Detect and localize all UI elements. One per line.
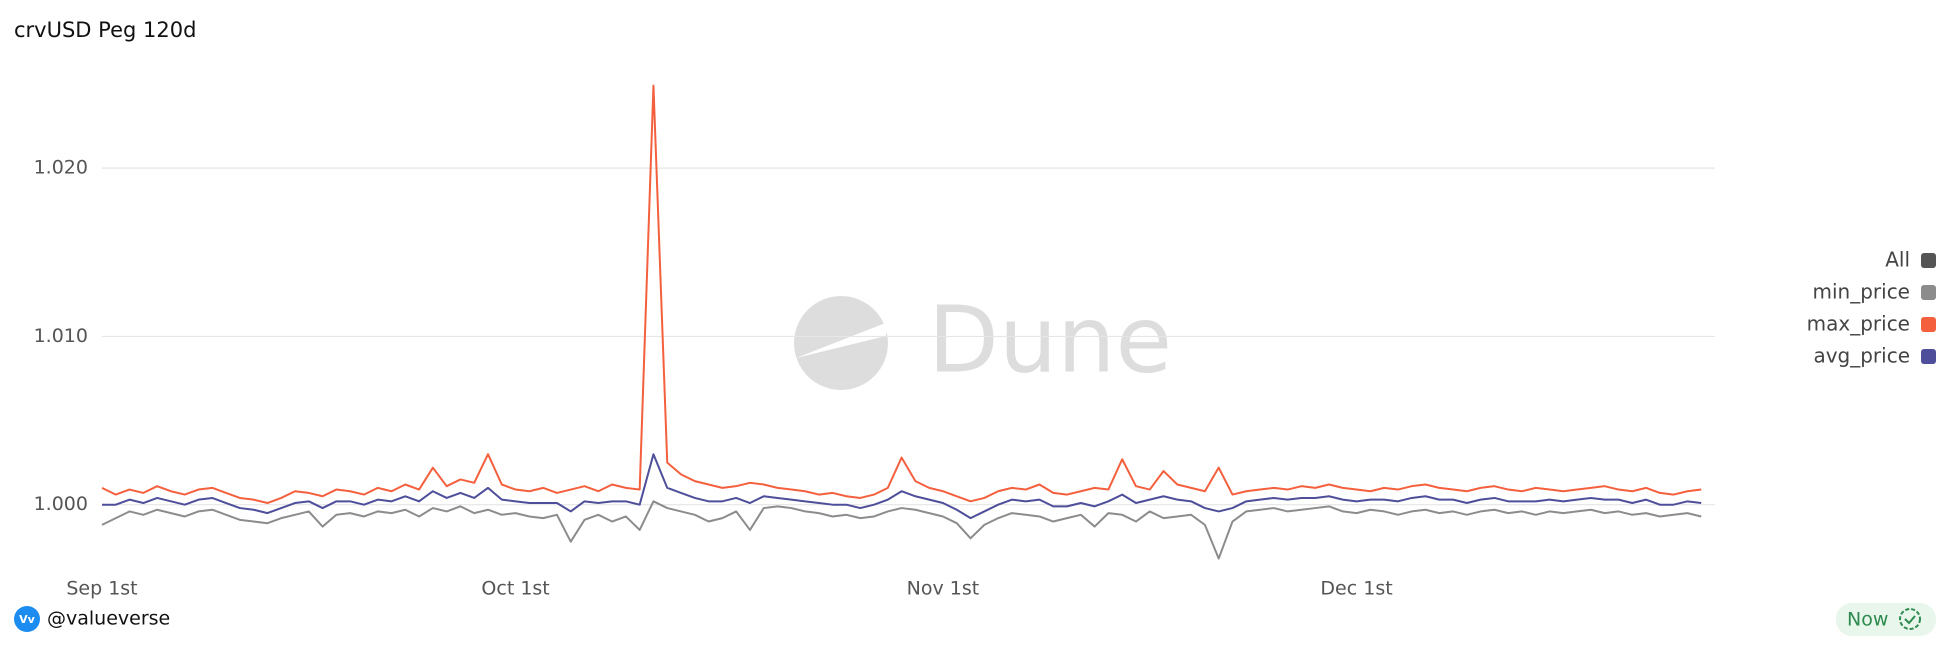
status-text: Now [1847,609,1888,631]
chart-title: crvUSD Peg 120d [14,18,196,42]
watermark-text: Dune [928,286,1172,393]
watermark-logo-cut [796,322,888,358]
legend-label[interactable]: All [1885,248,1910,272]
plot: 1.000 1.010 1.020 Sep 1st Oct 1st Nov 1st Dec … [34,84,1715,600]
status-pill [1836,603,1936,636]
x-tick-label: Oct 1st [481,578,549,600]
line-avg-price [102,453,1702,520]
y-tick-label: 1.020 [34,157,88,179]
y-tick-label: 1.010 [34,325,88,347]
line-max-price [101,84,1702,505]
x-tick-label: Nov 1st [907,578,980,600]
legend-label[interactable]: min_price [1813,280,1911,304]
status-check [1904,615,1916,625]
author[interactable]: @valueverse [47,608,170,630]
line-min-price [101,500,1702,560]
status-icon [1899,608,1921,630]
legend-swatch [1921,317,1936,332]
avatar [14,606,40,632]
x-tick-label: Dec 1st [1320,578,1392,600]
y-tick-label: 1.000 [34,493,88,515]
legend-swatch [1921,285,1936,300]
legend-label[interactable]: avg_price [1813,344,1910,368]
x-tick-label: Sep 1st [66,578,137,600]
legend-label[interactable]: max_price [1807,312,1910,336]
legend-swatch [1921,253,1936,268]
avatar-text: Vv [19,613,36,626]
watermark-logo [794,296,888,390]
legend-swatch [1921,349,1936,364]
watermark: Dune [794,286,1172,393]
